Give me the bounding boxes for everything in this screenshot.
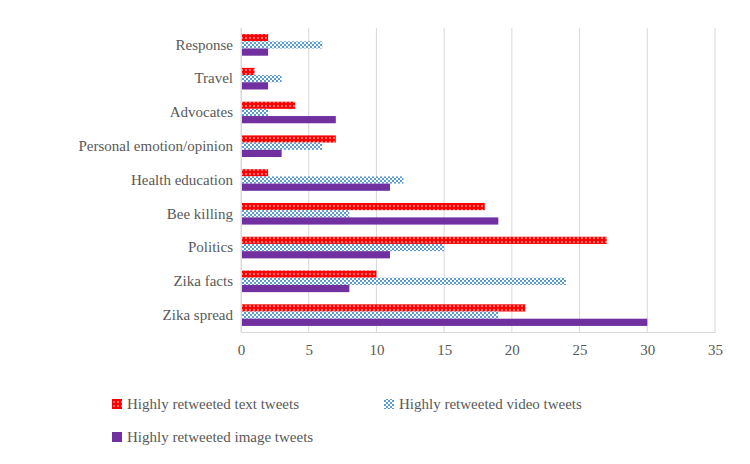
grid-line: [715, 28, 716, 332]
bar: [241, 319, 647, 326]
x-tick: 25: [573, 332, 588, 358]
bar: [241, 48, 268, 55]
chart: 0 5 10 15 20 25 30 35 Response Travel Advocates Per…: [0, 0, 750, 464]
bar: [241, 304, 525, 311]
bar: [241, 278, 566, 285]
x-tick-label: 20: [505, 342, 520, 358]
bar: [241, 109, 268, 116]
x-tick: 30: [640, 332, 655, 358]
y-tick: Politics: [188, 239, 241, 255]
x-tick-label: 25: [573, 342, 588, 358]
y-tick-label: Health education: [131, 172, 234, 188]
y-tick: Response: [176, 37, 242, 53]
legend-item: Highly retweeted video tweets: [384, 396, 582, 412]
bar: [241, 184, 390, 191]
legend-label: Highly retweeted video tweets: [399, 396, 582, 412]
x-tick-label: 5: [305, 342, 313, 358]
y-tick-label: Advocates: [170, 104, 233, 120]
legend-item: Highly retweeted image tweets: [112, 429, 313, 445]
y-axis-line: [241, 29, 242, 333]
grid-line: [647, 28, 648, 332]
y-axis: Response Travel Advocates Personal emotion/…: [78, 29, 241, 333]
grid-line: [444, 28, 445, 332]
grid-line: [241, 28, 242, 332]
bar: [241, 143, 322, 150]
y-tick-label: Zika spread: [163, 307, 234, 323]
bar: [241, 82, 268, 89]
y-tick: Health education: [131, 172, 241, 188]
bar: [241, 271, 376, 278]
bar: [241, 217, 498, 224]
x-tick: 0: [238, 332, 246, 358]
y-tick: Travel: [194, 70, 241, 86]
bar: [241, 68, 255, 75]
legend-swatch: [112, 399, 122, 409]
grid-line: [511, 28, 512, 332]
x-tick: 15: [437, 332, 452, 358]
bar: [241, 237, 607, 244]
grid-line: [579, 28, 580, 332]
bar: [241, 210, 349, 217]
bar: [241, 203, 485, 210]
bar: [241, 251, 390, 258]
bar: [241, 135, 336, 142]
x-axis-line: [242, 332, 716, 333]
x-tick-label: 35: [708, 342, 723, 358]
x-tick-label: 10: [369, 342, 384, 358]
y-tick-label: Travel: [194, 70, 233, 86]
x-tick: 35: [708, 332, 723, 358]
legend: Highly retweeted text tweets Highly retwe…: [112, 396, 582, 445]
y-tick-label: Personal emotion/opinion: [78, 138, 233, 154]
legend-swatch: [112, 432, 122, 442]
y-tick: Bee killing: [167, 206, 241, 222]
bar: [241, 75, 282, 82]
x-tick: 20: [505, 332, 520, 358]
legend-item: Highly retweeted text tweets: [112, 396, 299, 412]
bar: [241, 41, 322, 48]
legend-label: Highly retweeted text tweets: [127, 396, 299, 412]
x-tick: 10: [369, 332, 384, 358]
y-tick: Personal emotion/opinion: [78, 138, 241, 154]
y-tick-label: Politics: [188, 239, 233, 255]
legend-label: Highly retweeted image tweets: [127, 429, 313, 445]
bar: [241, 176, 404, 183]
x-tick-label: 0: [238, 342, 246, 358]
bar: [241, 102, 295, 109]
bar: [241, 169, 268, 176]
bars: [241, 34, 647, 326]
bar: [241, 285, 349, 292]
bar: [241, 34, 268, 41]
x-tick-label: 30: [640, 342, 655, 358]
y-tick-label: Zika facts: [173, 273, 233, 289]
bar: [241, 150, 282, 157]
grid: [241, 28, 715, 332]
y-tick-label: Bee killing: [167, 206, 234, 222]
legend-swatch: [384, 399, 394, 409]
y-tick: Advocates: [170, 104, 241, 120]
bar: [241, 244, 444, 251]
y-tick-label: Response: [176, 37, 234, 53]
x-tick-label: 15: [437, 342, 452, 358]
bar: [241, 116, 336, 123]
bar: [241, 312, 498, 319]
x-axis: 0 5 10 15 20 25 30 35: [238, 332, 723, 358]
y-tick: Zika facts: [173, 273, 241, 289]
x-tick: 5: [305, 332, 313, 358]
y-tick: Zika spread: [163, 307, 241, 323]
